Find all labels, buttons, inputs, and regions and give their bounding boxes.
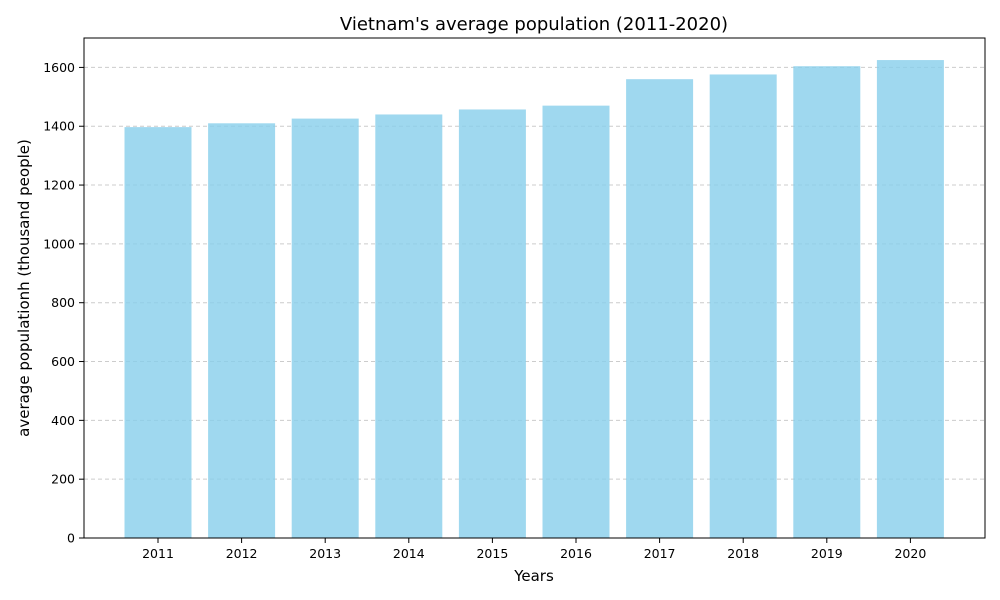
- bar-2015: [458, 109, 526, 539]
- x-tick-label: 2019: [811, 546, 843, 561]
- y-tick-label: 1400: [43, 119, 75, 134]
- x-axis-label: Years: [513, 567, 554, 585]
- bar-2016: [542, 105, 610, 538]
- y-axis-label: average populationh (thousand people): [15, 139, 33, 437]
- bars: [124, 60, 944, 539]
- x-axis-ticks: 2011 2012 2013 2014 2015 2016 2017 2018 2019 2020: [142, 538, 926, 561]
- y-tick-label: 600: [51, 354, 75, 369]
- y-tick-label: 0: [67, 531, 75, 546]
- x-tick-label: 2011: [142, 546, 174, 561]
- bar-2011: [124, 127, 192, 538]
- x-tick-label: 2012: [226, 546, 258, 561]
- bar-2019: [793, 66, 861, 538]
- y-tick-label: 1600: [43, 60, 75, 75]
- bar-2020: [876, 60, 944, 538]
- y-axis-ticks: 0 200 400 600 800 1000 1200 1400 1600: [43, 60, 84, 546]
- bar-2014: [375, 114, 443, 539]
- y-tick-label: 1200: [43, 178, 75, 193]
- y-tick-label: 800: [51, 295, 75, 310]
- bar-2017: [626, 79, 694, 539]
- chart-title: Vietnam's average population (2011-2020): [340, 14, 728, 35]
- x-tick-label: 2018: [727, 546, 759, 561]
- x-tick-label: 2013: [309, 546, 341, 561]
- x-tick-label: 2014: [393, 546, 425, 561]
- y-tick-label: 400: [51, 413, 75, 428]
- y-tick-label: 200: [51, 472, 75, 487]
- bar-2013: [291, 118, 359, 539]
- bar-2018: [709, 74, 777, 539]
- x-tick-label: 2016: [560, 546, 592, 561]
- plot-frame: [83, 37, 986, 539]
- bar-2012: [208, 123, 276, 538]
- x-tick-label: 2017: [644, 546, 676, 561]
- x-tick-label: 2015: [476, 546, 508, 561]
- x-tick-label: 2020: [894, 546, 926, 561]
- y-tick-label: 1000: [43, 236, 75, 251]
